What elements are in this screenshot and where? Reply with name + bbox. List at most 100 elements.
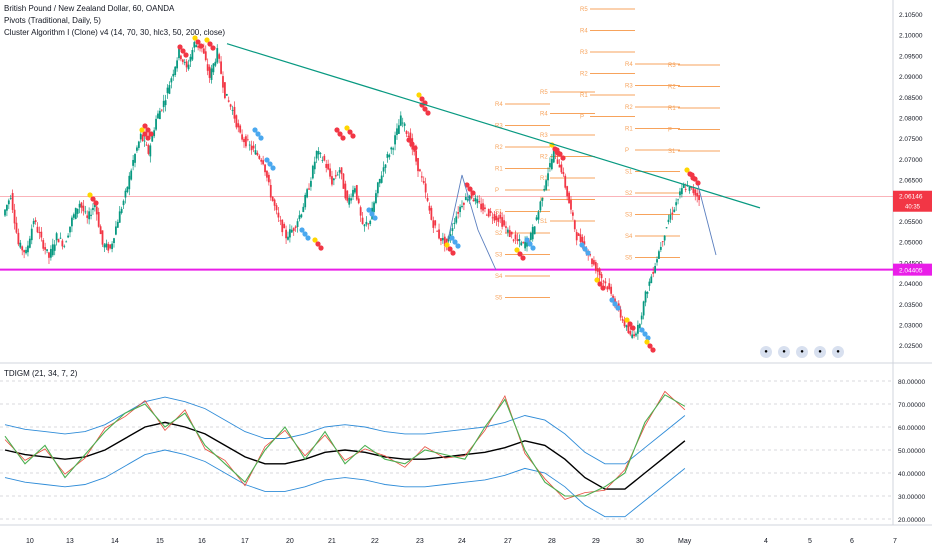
candle-body [495,215,498,221]
cluster-dot [93,200,99,206]
candle-body [306,189,309,198]
candle-body [656,259,658,263]
cluster-dot [180,48,186,54]
candle-body [44,247,47,250]
candle-body [549,163,551,168]
candle-body [99,226,102,235]
candle-body [245,136,247,147]
cluster-legend[interactable]: Cluster Algorithm I (Clone) v4 (14, 70, … [4,28,225,37]
pivots-legend[interactable]: Pivots (Traditional, Daily, 5) [4,16,101,25]
osc-tick-label: 70.00000 [898,402,925,409]
candle-body [556,159,559,164]
candle-body [533,226,536,235]
cluster-dot [369,211,375,217]
cluster-dot [372,215,378,221]
candle-body [667,219,670,223]
candle-body [147,145,150,154]
time-label: 24 [458,538,466,545]
candle-body [287,236,289,240]
price-tick-label: 2.07000 [899,157,923,164]
candle-body [380,175,383,183]
candle-body [46,249,48,251]
candle-body [181,59,184,62]
candle-body [610,286,613,294]
candle-body [38,231,41,234]
candle-body [103,244,106,248]
cluster-dot [255,131,261,137]
flag-nz-icon[interactable]: ● [760,346,772,358]
candle-body [218,54,221,59]
cluster-dot [447,246,453,252]
cluster-dot [557,151,563,157]
cluster-dot [318,245,324,251]
cluster-dot [198,43,204,49]
candle-body [417,158,419,172]
price-tick-label: 2.02500 [899,343,923,350]
flag-gb-icon[interactable]: ● [814,346,826,358]
cluster-dot [455,243,461,249]
osc-tick-label: 20.00000 [898,517,925,524]
candle-body [344,183,347,199]
candle-body [604,281,607,284]
hline-price-tag [893,263,932,276]
candle-body [638,324,641,329]
cluster-dot [183,52,189,58]
candle-body [537,211,540,220]
candle-body [346,190,349,201]
candle-body [644,291,647,303]
candle-body [338,170,341,173]
candle-body [267,174,270,183]
cluster-dot [642,331,648,337]
current-price-tag [893,190,932,212]
symbol-title[interactable]: British Pound / New Zealand Dollar, 60, … [4,4,175,13]
candle-body [514,234,517,240]
candle-body [7,200,10,205]
candle-body [262,160,265,165]
candle-body [694,189,697,196]
candle-body [277,212,280,218]
candle-body [390,147,393,150]
candle-body [32,221,35,225]
cluster-dot [192,35,198,41]
candle-body [566,186,569,197]
price-tick-label: 2.07500 [899,136,923,143]
candle-body [451,228,454,232]
candle-body [176,60,178,69]
candle-body [51,244,54,256]
candle-body [151,134,154,142]
cluster-dot [90,196,96,202]
flag-us-icon[interactable]: ● [778,346,790,358]
candle-body [292,228,295,231]
candle-body [682,184,685,189]
flag-uk-icon[interactable]: ● [796,346,808,358]
time-label: 6 [850,538,854,545]
candle-body [283,223,286,229]
candle-body [113,238,115,244]
candle-body [455,216,458,223]
candle-body [327,163,330,170]
candle-body [241,134,243,140]
pivot-label: S1 [668,149,676,155]
cluster-dot [416,92,422,98]
candle-body [90,214,92,216]
cluster-dot [299,227,305,233]
osc-upper-band [4,396,686,465]
candle-body [501,217,504,227]
candle-body [69,226,71,233]
candle-body [675,202,678,206]
candle-body [9,198,12,199]
pivot-label: S1 [625,170,633,176]
pivot-label: S4 [495,274,503,280]
candle-body [134,153,136,163]
cluster-dot [406,137,412,143]
cluster-dot [554,147,560,153]
osc-price-line [4,394,686,497]
candle-body [214,61,217,66]
candle-body [489,211,492,213]
flag-eu-icon[interactable]: ● [832,346,844,358]
candle-body [419,169,421,172]
candle-body [180,55,182,60]
pivot-label: R4 [495,102,503,108]
tdigm-legend[interactable]: TDIGM (21, 34, 7, 2) [4,369,78,378]
